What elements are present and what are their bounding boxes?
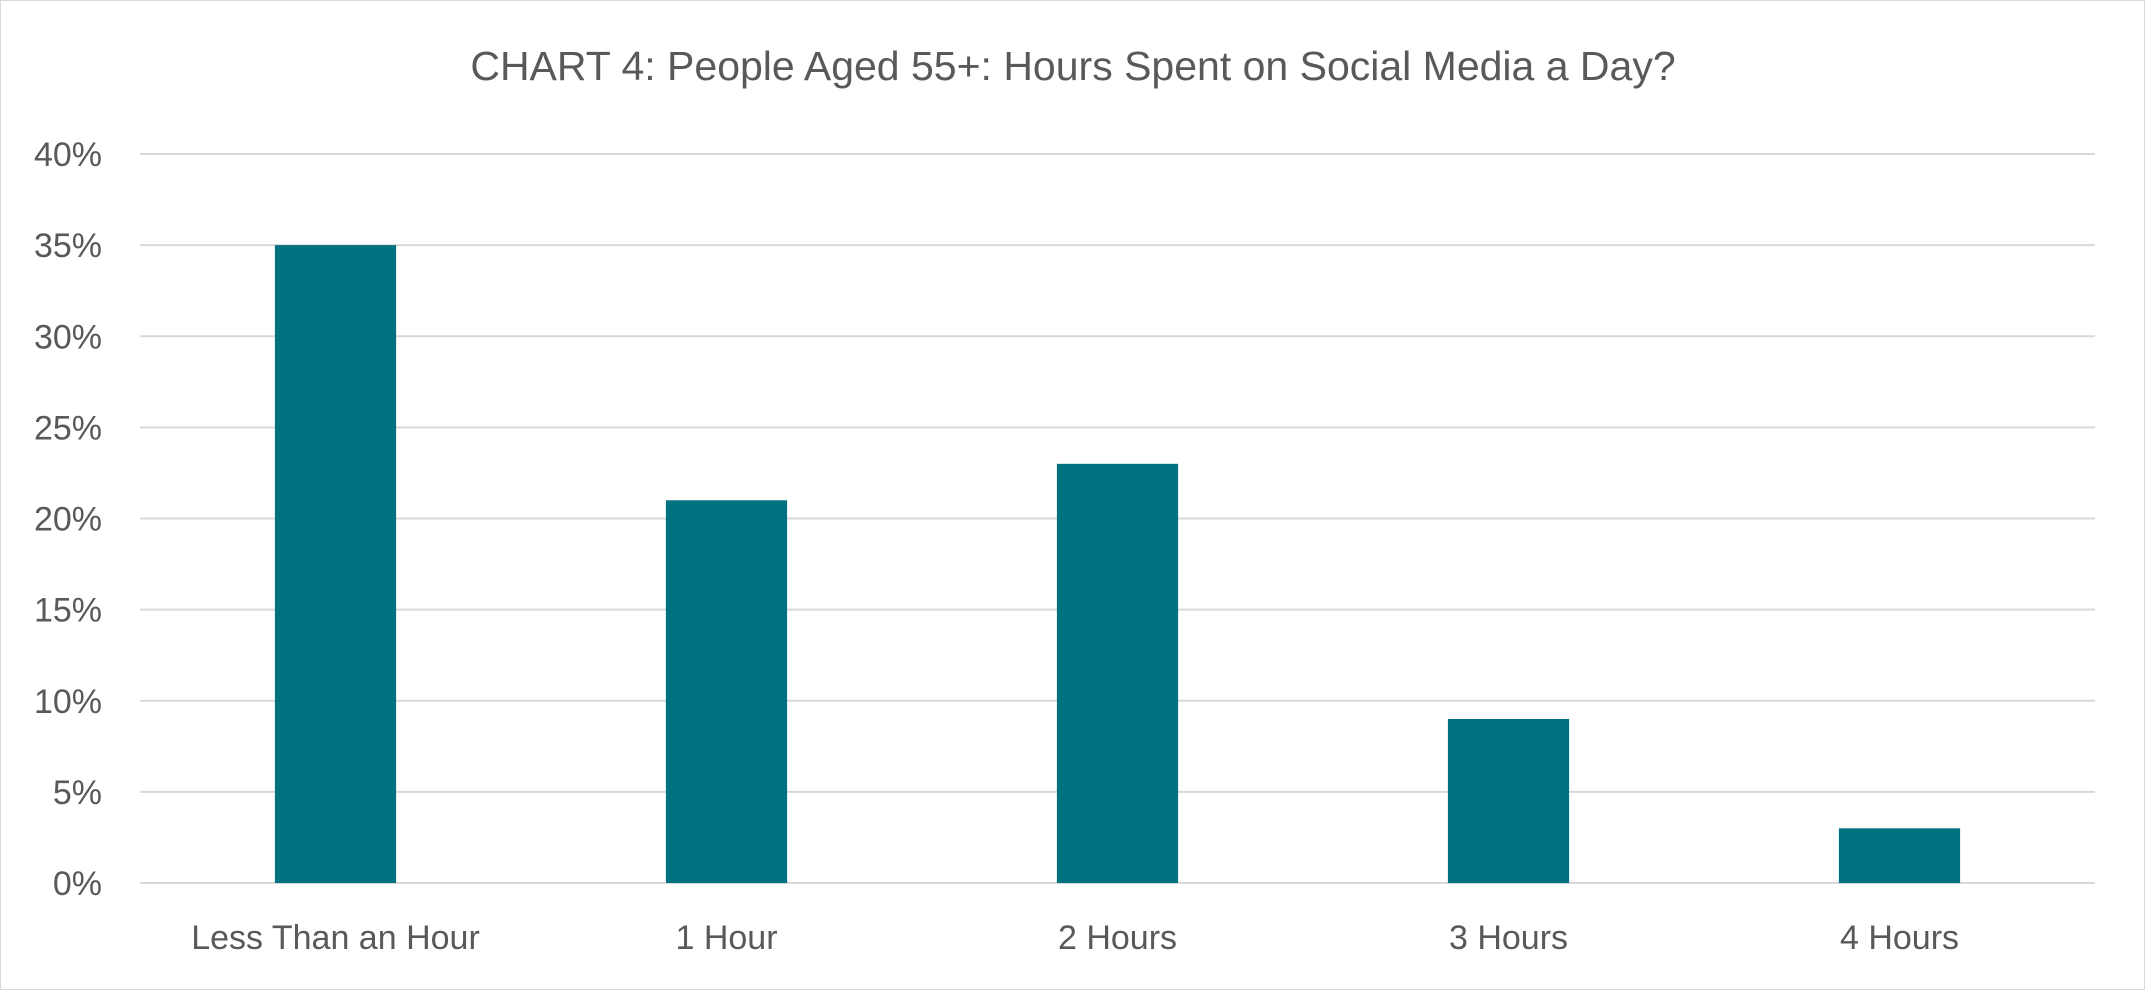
y-tick-label: 20% (34, 501, 102, 539)
y-tick-label: 10% (34, 683, 102, 721)
y-tick-label: 40% (34, 136, 102, 174)
bar (1056, 463, 1179, 883)
bar (1447, 718, 1570, 883)
y-tick-label: 0% (53, 865, 102, 903)
x-axis-ticks: Less Than an Hour 1 Hour 2 Hours 3 Hours 4 H… (191, 919, 1959, 957)
bar (274, 245, 397, 883)
bars (274, 245, 1961, 883)
y-tick-label: 35% (34, 227, 102, 265)
y-tick-label: 25% (34, 409, 102, 447)
x-tick-label: 4 Hours (1840, 919, 1959, 957)
y-axis-ticks: 0% 5% 10% 15% 20% 25% 30% 35% 40% (34, 136, 102, 903)
y-tick-label: 5% (53, 774, 102, 812)
x-tick-label: 2 Hours (1058, 919, 1177, 957)
y-tick-label: 30% (34, 318, 102, 356)
x-tick-label: Less Than an Hour (191, 919, 480, 957)
x-tick-label: 3 Hours (1449, 919, 1568, 957)
bar (665, 500, 788, 883)
y-tick-label: 15% (34, 592, 102, 630)
x-tick-label: 1 Hour (675, 919, 777, 957)
chart-title: CHART 4: People Aged 55+: Hours Spent on… (470, 43, 1675, 89)
bar (1838, 828, 1961, 883)
gridlines (140, 153, 2095, 884)
